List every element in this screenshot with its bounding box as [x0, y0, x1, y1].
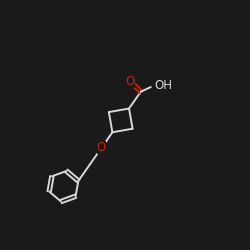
Text: OH: OH: [155, 79, 173, 92]
Text: O: O: [126, 74, 135, 88]
Text: O: O: [97, 142, 106, 154]
